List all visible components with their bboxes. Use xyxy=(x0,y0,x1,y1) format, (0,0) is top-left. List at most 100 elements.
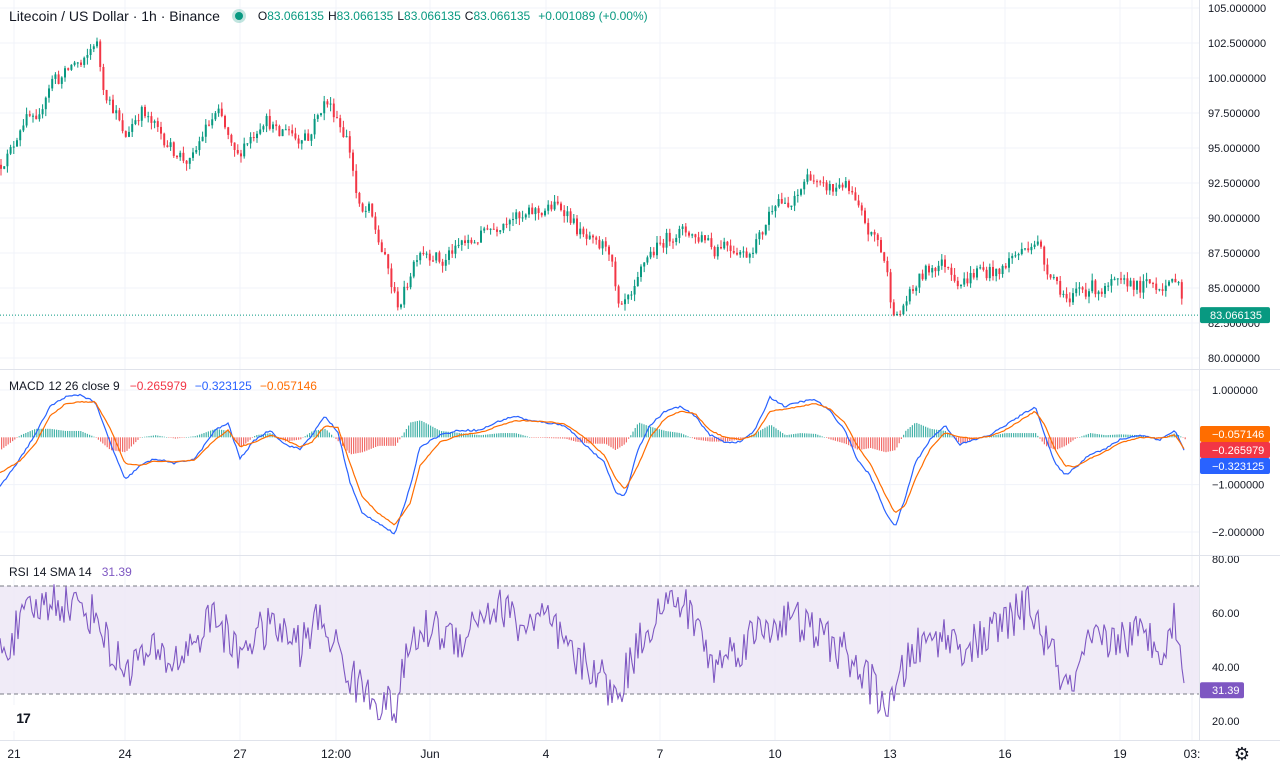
candle-body xyxy=(742,251,745,253)
macd-hist-bar xyxy=(159,435,161,438)
macd-hist-bar xyxy=(1096,434,1098,438)
macd-hist-bar xyxy=(949,434,951,438)
macd-hist-bar xyxy=(1092,433,1094,438)
macd-legend[interactable]: MACD 12 26 close 9 −0.265979 −0.323125 −… xyxy=(9,379,317,393)
macd-hist-bar xyxy=(898,437,900,444)
candle-body xyxy=(505,223,508,225)
macd-hist-bar xyxy=(823,437,825,438)
macd-hist-bar xyxy=(7,437,9,445)
macd-hist-bar xyxy=(102,437,104,444)
candle-body xyxy=(108,99,111,101)
macd-hist-bar xyxy=(804,433,806,438)
rsi-params: 14 SMA 14 xyxy=(33,565,92,579)
candle-body xyxy=(364,210,367,212)
candle-body xyxy=(588,235,591,239)
macd-hist-bar xyxy=(456,432,458,438)
candle-body xyxy=(28,114,31,116)
candle-body xyxy=(416,260,418,262)
macd-hist-bar xyxy=(1184,437,1186,440)
candle-body xyxy=(1088,291,1090,297)
candle-body xyxy=(307,133,310,141)
macd-hist-bar xyxy=(95,437,97,438)
market-status-icon[interactable] xyxy=(231,9,246,23)
macd-hist-bar xyxy=(357,437,359,454)
pane-separator-macd[interactable] xyxy=(0,369,1280,370)
macd-hist-bar xyxy=(832,437,834,441)
macd-hist-bar xyxy=(544,437,546,438)
macd-hist-bar xyxy=(383,437,385,446)
candle-body xyxy=(665,232,668,248)
macd-hist-bar xyxy=(806,433,808,438)
candle-body xyxy=(684,226,687,233)
candle-body xyxy=(320,113,322,116)
candle-body xyxy=(841,184,844,188)
candle-body xyxy=(272,124,274,129)
gear-icon[interactable]: ⚙ xyxy=(1233,743,1251,764)
candle-body xyxy=(227,127,230,135)
macd-hist-bar xyxy=(784,434,786,438)
macd-axis-label: 1.000000 xyxy=(1212,385,1258,397)
macd-hist-bar xyxy=(667,431,669,438)
candle-body xyxy=(409,276,412,288)
candle-body xyxy=(265,115,268,127)
time-axis-separator xyxy=(0,740,1280,741)
candle-body xyxy=(60,77,63,84)
candle-body xyxy=(217,108,220,114)
symbol-title[interactable]: Litecoin / US Dollar · 1h · Binance xyxy=(9,8,220,24)
rsi-legend[interactable]: RSI 14 SMA 14 31.39 xyxy=(9,565,132,579)
macd-value-tag-label: −0.057146 xyxy=(1212,429,1264,441)
macd-hist-bar xyxy=(702,437,704,441)
candle-body xyxy=(112,99,114,114)
candle-body xyxy=(659,242,662,244)
macd-hist-bar xyxy=(324,428,326,438)
candle-body xyxy=(697,237,700,242)
candle-body xyxy=(521,217,524,219)
macd-hist-bar xyxy=(71,430,73,438)
candle-body xyxy=(201,136,204,142)
candle-body xyxy=(1078,287,1081,289)
macd-hist-bar xyxy=(856,437,858,450)
candle-body xyxy=(1004,265,1007,268)
candle-body xyxy=(1139,280,1142,293)
macd-hist-bar xyxy=(896,437,898,448)
macd-hist-bar xyxy=(940,430,942,438)
macd-hist-bar xyxy=(236,437,238,443)
macd-hist-bar xyxy=(1109,434,1111,438)
macd-hist-bar xyxy=(1142,435,1144,438)
macd-value-tag-label: −0.323125 xyxy=(1212,461,1264,473)
tradingview-logo-icon[interactable]: 17 xyxy=(8,705,38,731)
macd-signal-line xyxy=(0,400,1185,526)
rsi-name: RSI xyxy=(9,565,30,579)
candle-body xyxy=(268,115,271,129)
macd-hist-bar xyxy=(775,428,777,438)
macd-hist-bar xyxy=(929,428,931,438)
macd-hist-bar xyxy=(227,430,229,438)
candle-body xyxy=(144,106,146,117)
macd-hist-bar xyxy=(29,431,31,438)
time-axis-label: 21 xyxy=(7,747,21,761)
candle-body xyxy=(604,241,607,247)
macd-hist-bar xyxy=(438,430,440,438)
macd-value-tag xyxy=(1200,426,1270,442)
macd-hist-bar xyxy=(97,437,99,440)
candle-body xyxy=(444,259,447,266)
candle-body xyxy=(118,110,121,121)
macd-hist-bar xyxy=(388,437,390,446)
macd-hist-bar xyxy=(559,437,561,439)
candle-body xyxy=(435,252,438,261)
macd-hist-bar xyxy=(581,437,583,443)
candle-body xyxy=(438,252,441,262)
macd-hist-bar xyxy=(119,437,121,452)
macd-hist-bar xyxy=(234,437,236,440)
pane-separator-rsi[interactable] xyxy=(0,555,1280,556)
macd-hist-bar xyxy=(555,437,557,439)
macd-hist-bar xyxy=(449,431,451,438)
candle-body xyxy=(41,109,44,115)
macd-hist-bar xyxy=(370,437,372,449)
candle-body xyxy=(688,232,690,236)
macd-hist-bar xyxy=(45,428,47,438)
macd-hist-bar xyxy=(502,433,504,438)
candle-body xyxy=(582,228,585,235)
